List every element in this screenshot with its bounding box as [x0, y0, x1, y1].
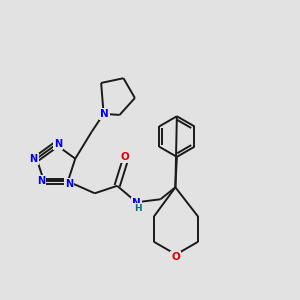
Text: N: N: [30, 154, 38, 164]
Text: N: N: [132, 198, 141, 208]
Text: O: O: [120, 152, 129, 162]
Text: H: H: [134, 204, 142, 213]
Text: O: O: [172, 252, 180, 262]
Text: N: N: [54, 139, 62, 149]
Text: N: N: [37, 176, 45, 186]
Text: N: N: [65, 179, 74, 189]
Text: N: N: [100, 109, 109, 119]
